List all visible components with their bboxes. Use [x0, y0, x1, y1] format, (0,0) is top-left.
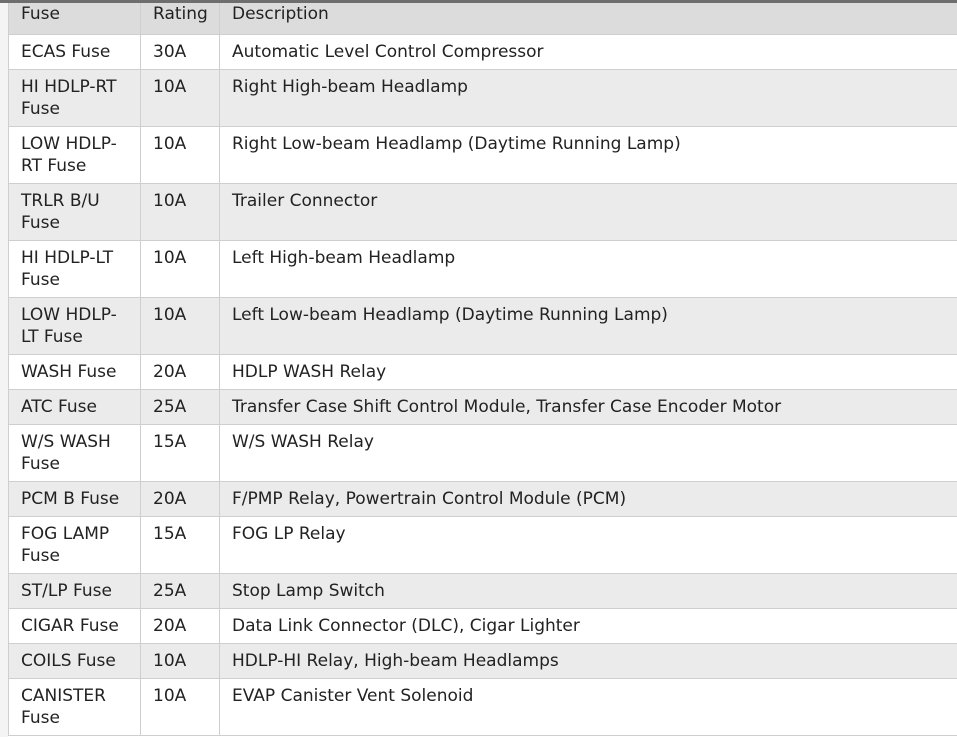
cell-rating: 25A: [140, 572, 220, 609]
cell-description: W/S WASH Relay: [219, 423, 957, 482]
fuse-table: Fuse Rating Description ECAS Fuse 30A Auto…: [8, 3, 957, 736]
cell-fuse: COILS Fuse: [8, 642, 141, 679]
table-row: CANISTER Fuse 10A EVAP Canister Vent Solen…: [8, 677, 957, 736]
cell-description: Stop Lamp Switch: [219, 572, 957, 609]
cell-fuse: HI HDLP-LT Fuse: [8, 239, 141, 298]
left-margin: [0, 3, 8, 737]
table-row: ECAS Fuse 30A Automatic Level Control Comp…: [8, 33, 957, 70]
cell-description: Left Low-beam Headlamp (Daytime Running …: [219, 296, 957, 355]
cell-rating: 15A: [140, 423, 220, 482]
cell-description: Automatic Level Control Compressor: [219, 33, 957, 70]
table-row: ST/LP Fuse 25A Stop Lamp Switch: [8, 572, 957, 609]
cell-description: EVAP Canister Vent Solenoid: [219, 677, 957, 736]
table-row: PCM B Fuse 20A F/PMP Relay, Powertrain Con…: [8, 480, 957, 517]
cell-fuse: LOW HDLP-RT Fuse: [8, 125, 141, 184]
table-row: COILS Fuse 10A HDLP-HI Relay, High-beam He…: [8, 642, 957, 679]
table-row: HI HDLP-RT Fuse 10A Right High-beam Headla…: [8, 68, 957, 127]
cell-description: HDLP WASH Relay: [219, 353, 957, 390]
cell-description: FOG LP Relay: [219, 515, 957, 574]
cell-description: Transfer Case Shift Control Module, Tran…: [219, 388, 957, 425]
cell-description: Data Link Connector (DLC), Cigar Lighter: [219, 607, 957, 644]
cell-rating: 10A: [140, 125, 220, 184]
cell-fuse: ECAS Fuse: [8, 33, 141, 70]
cell-description: HDLP-HI Relay, High-beam Headlamps: [219, 642, 957, 679]
cell-description: F/PMP Relay, Powertrain Control Module (…: [219, 480, 957, 517]
cell-fuse: FOG LAMP Fuse: [8, 515, 141, 574]
cell-rating: 10A: [140, 296, 220, 355]
header-rating: Rating: [140, 3, 220, 35]
cell-description: Left High-beam Headlamp: [219, 239, 957, 298]
cell-fuse: ATC Fuse: [8, 388, 141, 425]
table-row: FOG LAMP Fuse 15A FOG LP Relay: [8, 515, 957, 574]
table-row: WASH Fuse 20A HDLP WASH Relay: [8, 353, 957, 390]
cell-description: Right High-beam Headlamp: [219, 68, 957, 127]
cell-rating: 15A: [140, 515, 220, 574]
table-row: HI HDLP-LT Fuse 10A Left High-beam Headlam…: [8, 239, 957, 298]
cell-rating: 10A: [140, 182, 220, 241]
cell-rating: 10A: [140, 642, 220, 679]
cell-rating: 10A: [140, 677, 220, 736]
cell-rating: 10A: [140, 68, 220, 127]
cell-rating: 10A: [140, 239, 220, 298]
cell-fuse: ST/LP Fuse: [8, 572, 141, 609]
cell-fuse: LOW HDLP-LT Fuse: [8, 296, 141, 355]
table-header-row: Fuse Rating Description: [8, 3, 957, 35]
cell-description: Right Low-beam Headlamp (Daytime Running…: [219, 125, 957, 184]
header-description: Description: [219, 3, 957, 35]
cell-fuse: HI HDLP-RT Fuse: [8, 68, 141, 127]
table-row: ATC Fuse 25A Transfer Case Shift Control M…: [8, 388, 957, 425]
table-row: LOW HDLP-LT Fuse 10A Left Low-beam Headlam…: [8, 296, 957, 355]
cell-rating: 20A: [140, 480, 220, 517]
table-row: LOW HDLP-RT Fuse 10A Right Low-beam Headla…: [8, 125, 957, 184]
cell-fuse: W/S WASH Fuse: [8, 423, 141, 482]
header-fuse: Fuse: [8, 3, 141, 35]
cell-rating: 20A: [140, 607, 220, 644]
cell-rating: 20A: [140, 353, 220, 390]
cell-fuse: WASH Fuse: [8, 353, 141, 390]
table-row: CIGAR Fuse 20A Data Link Connector (DLC), …: [8, 607, 957, 644]
cell-fuse: PCM B Fuse: [8, 480, 141, 517]
cell-rating: 30A: [140, 33, 220, 70]
cell-fuse: TRLR B/U Fuse: [8, 182, 141, 241]
cell-rating: 25A: [140, 388, 220, 425]
cell-fuse: CIGAR Fuse: [8, 607, 141, 644]
cell-description: Trailer Connector: [219, 182, 957, 241]
cell-fuse: CANISTER Fuse: [8, 677, 141, 736]
top-bar: [0, 0, 957, 3]
table-row: TRLR B/U Fuse 10A Trailer Connector: [8, 182, 957, 241]
table-row: W/S WASH Fuse 15A W/S WASH Relay: [8, 423, 957, 482]
